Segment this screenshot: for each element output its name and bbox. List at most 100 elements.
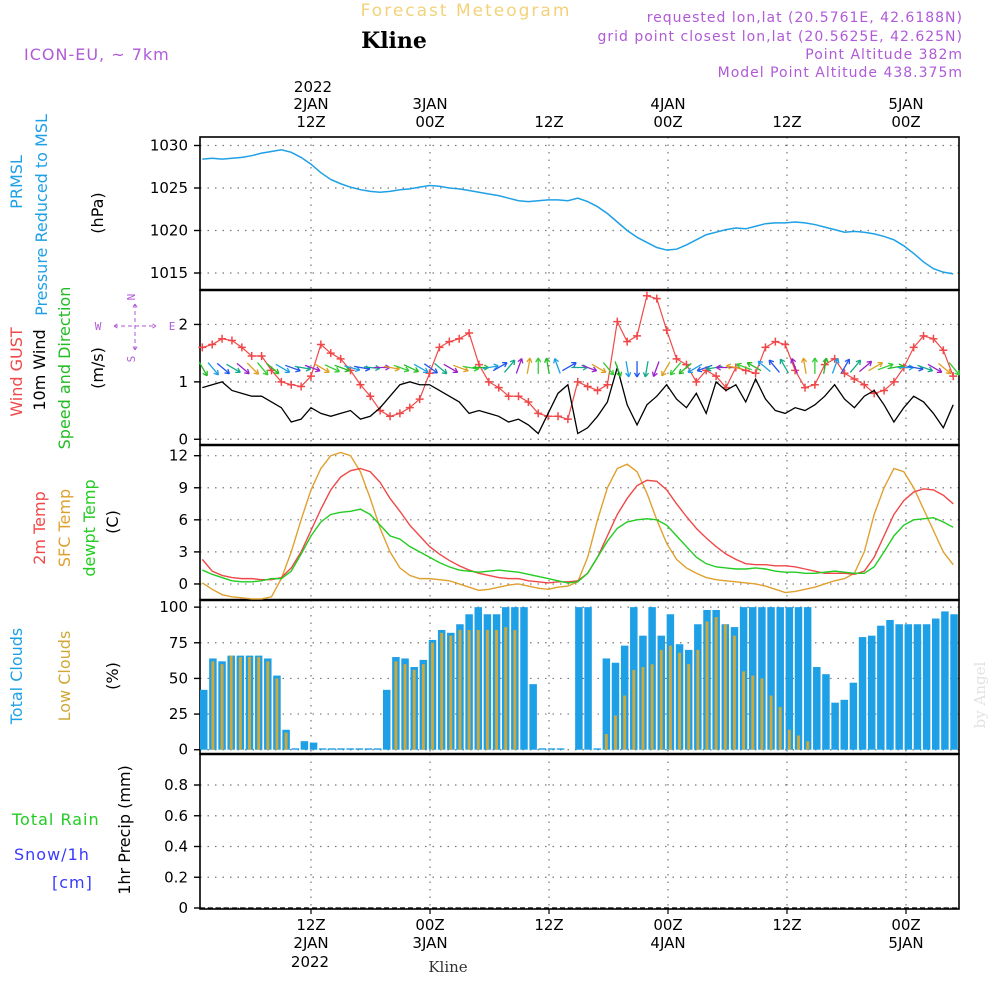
total-cloud-bar <box>318 748 327 750</box>
direction-arrow <box>207 362 219 376</box>
gust-marker <box>455 334 464 343</box>
total-cloud-bar <box>922 624 931 750</box>
gust-marker <box>247 352 256 361</box>
low-cloud-bar <box>485 629 489 750</box>
direction-arrow <box>216 362 230 375</box>
direction-arrow <box>858 360 873 373</box>
direction-arrow <box>887 365 904 370</box>
model-name: ICON-EU, ~ 7km <box>24 45 170 64</box>
y-tick-label: 1015 <box>150 264 188 282</box>
bottom-date-label: 4JAN <box>650 934 685 952</box>
gust-marker <box>237 343 246 352</box>
direction-arrowhead <box>224 368 231 375</box>
sfc-temp-series <box>201 451 954 600</box>
direction-arrow <box>927 363 943 373</box>
gust-marker <box>514 392 523 401</box>
direction-arrowhead <box>844 358 851 365</box>
footer-location: Kline <box>428 958 467 976</box>
direction-arrowhead <box>790 357 797 364</box>
low-cloud-bar <box>412 669 416 750</box>
gust-marker <box>603 380 612 389</box>
credit-watermark: by Angel <box>971 661 989 728</box>
low-cloud-bar <box>513 629 517 750</box>
gust-marker <box>395 409 404 418</box>
direction-arrow <box>652 361 660 377</box>
pressure-label-short: PRMSL <box>7 155 26 209</box>
direction-arrowhead <box>591 366 598 373</box>
total-cloud-bar <box>767 607 775 750</box>
direction-arrowhead <box>768 359 775 366</box>
direction-arrowhead <box>625 372 632 378</box>
rain-label: Total Rain <box>11 810 100 829</box>
low-cloud-bar <box>678 652 681 750</box>
direction-arrow <box>554 358 561 374</box>
direction-arrow <box>562 362 577 372</box>
gust-marker <box>563 415 572 424</box>
direction-arrowhead <box>736 362 742 369</box>
low-cloud-bar <box>467 629 471 750</box>
dewpt-series-line <box>202 508 954 584</box>
wind-series-line <box>202 365 954 435</box>
total-cloud-bar <box>300 741 309 750</box>
point-altitude: Point Altitude 382m <box>805 47 963 63</box>
gust-marker <box>889 377 898 386</box>
low-cloud-bar <box>476 629 480 750</box>
low-cloud-bar <box>778 706 782 750</box>
direction-arrow <box>802 357 807 374</box>
temp2m-series <box>201 467 954 584</box>
total-cloud-bar <box>602 658 611 750</box>
low-cloud-bar <box>248 657 251 750</box>
gust-marker <box>633 331 642 340</box>
direction-arrow <box>831 358 839 374</box>
bottom-date-label: 5JAN <box>888 934 923 952</box>
direction-arrow <box>246 362 259 375</box>
gust-marker <box>672 354 681 363</box>
gust-marker <box>227 336 236 345</box>
gust-marker <box>781 340 790 349</box>
low-cloud-bar <box>421 664 425 750</box>
direction-arrowhead <box>633 372 641 378</box>
gust-marker <box>297 382 306 391</box>
direction-arrow <box>226 363 241 373</box>
gust-marker <box>465 329 474 338</box>
direction-arrowhead <box>493 363 499 370</box>
total-cloud-bar <box>584 607 592 750</box>
gust-marker <box>613 317 622 326</box>
direction-arrowhead <box>800 357 808 363</box>
low-cloud-bar <box>787 729 791 750</box>
cloud-unit-label: (%) <box>103 662 122 690</box>
bottom-year-label: 2022 <box>291 953 329 971</box>
low-cloud-bar <box>733 635 736 750</box>
total-cloud-bar <box>867 635 876 750</box>
direction-arrowhead <box>253 369 260 375</box>
direction-arrow <box>625 361 630 378</box>
direction-arrow <box>324 364 340 373</box>
direction-arrow <box>661 361 671 377</box>
direction-arrow <box>294 365 311 370</box>
compass-north: N <box>125 294 138 301</box>
total-cloud-bar <box>950 614 958 750</box>
direction-arrowhead <box>651 371 658 378</box>
low-cloud-bar <box>668 645 672 750</box>
low-cloud-bar <box>751 675 755 750</box>
top-time-label: 00Z <box>653 113 682 131</box>
total-cloud-bar <box>785 607 794 750</box>
total-cloud-bar <box>813 667 821 750</box>
y-tick-label: 25 <box>169 705 188 723</box>
direction-label: Speed and Direction <box>55 287 74 450</box>
gust-marker <box>909 343 918 352</box>
direction-arrowhead <box>213 369 220 376</box>
low-cloud-bar <box>431 642 434 750</box>
direction-arrowhead <box>706 365 712 372</box>
direction-arrow <box>937 362 952 375</box>
y-tick-label: 0.8 <box>164 776 188 794</box>
total-cloud-bar <box>593 748 601 750</box>
direction-arrowhead <box>334 367 341 373</box>
direction-arrowhead <box>678 368 685 375</box>
direction-arrow <box>403 364 419 373</box>
direction-arrow <box>669 362 682 376</box>
gust-marker <box>366 392 375 401</box>
total-cloud-bar <box>383 689 391 750</box>
direction-arrowhead <box>403 366 410 373</box>
direction-arrowhead <box>746 361 753 368</box>
